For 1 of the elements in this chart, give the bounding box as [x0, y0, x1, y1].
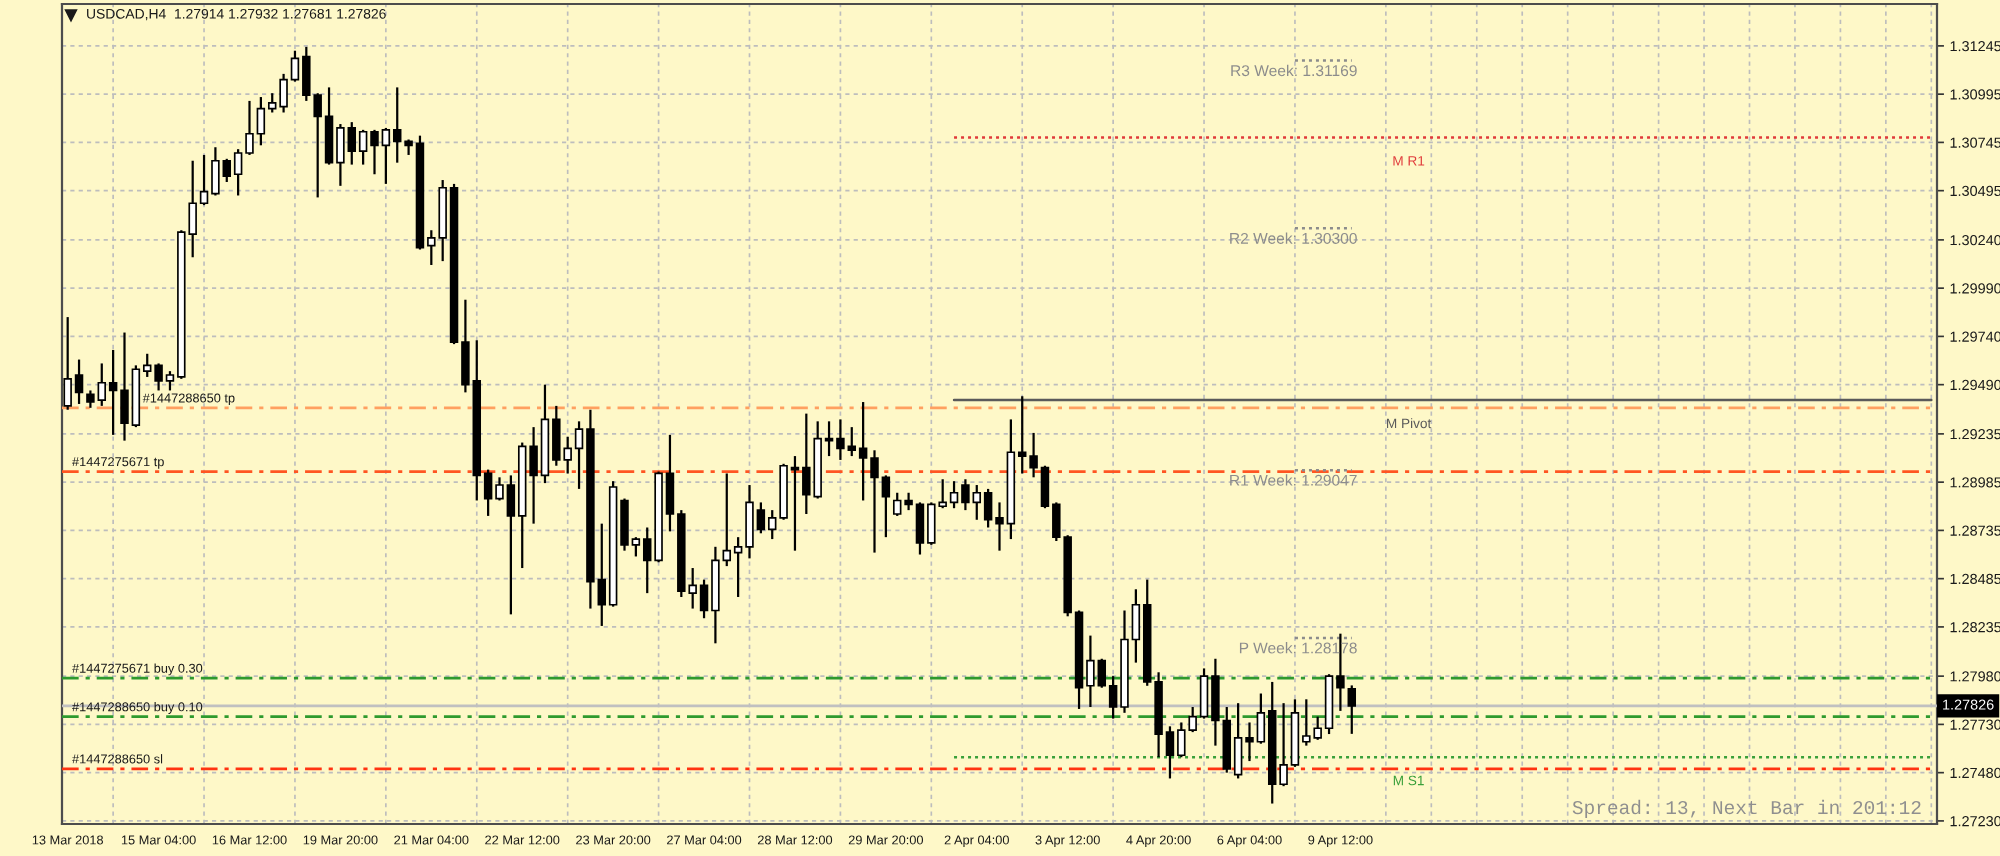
annotation: Spread: 13, Next Bar in 201:12 — [1572, 799, 1921, 818]
